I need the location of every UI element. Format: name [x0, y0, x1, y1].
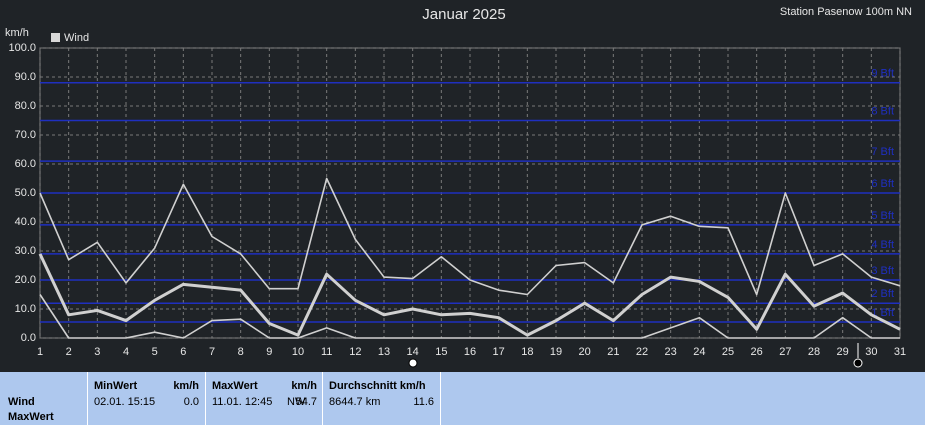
cell: NW [287, 396, 306, 408]
x-tick-label: 20 [579, 346, 591, 358]
series-line [38, 253, 901, 337]
legend-label: Wind [64, 32, 89, 44]
beaufort-label: 3 Bft [871, 265, 894, 277]
header: MaxWert [212, 380, 258, 392]
x-tick-label: 3 [94, 346, 100, 358]
x-tick-label: 27 [779, 346, 791, 358]
header: km/h [173, 380, 199, 392]
moon-icon [408, 358, 418, 368]
series-line [39, 177, 901, 296]
x-tick-label: 15 [435, 346, 447, 358]
x-tick-label: 17 [493, 346, 505, 358]
x-tick-label: 6 [180, 346, 186, 358]
x-tick-label: 28 [808, 346, 820, 358]
x-tick-label: 26 [751, 346, 763, 358]
y-axis-label: km/h [5, 27, 29, 39]
header: Durchschnitt km/h [329, 380, 426, 392]
y-tick-label: 20.0 [15, 274, 36, 286]
x-tick-label: 24 [693, 346, 705, 358]
beaufort-label: 7 Bft [871, 146, 894, 158]
cell: 8644.7 km [329, 396, 381, 408]
x-tick-label: 5 [152, 346, 158, 358]
x-tick-label: 31 [894, 346, 906, 358]
row-label: MaxWert [8, 411, 54, 423]
y-tick-label: 60.0 [15, 158, 36, 170]
x-tick-label: 1 [37, 346, 43, 358]
legend-swatch [51, 33, 60, 42]
cell: 11.01. 12:45 [212, 396, 273, 408]
x-tick-label: 19 [550, 346, 562, 358]
x-tick-label: 16 [464, 346, 476, 358]
cell: 11.6 [413, 396, 434, 408]
x-tick-label: 14 [407, 346, 419, 358]
header: MinWert [94, 380, 138, 392]
x-tick-label: 11 [321, 346, 332, 358]
y-tick-label: 90.0 [15, 71, 36, 83]
table-block: Durchschnitt km/h 8644.7 km 11.6 [322, 372, 441, 425]
y-tick-label: 70.0 [15, 129, 36, 141]
x-tick-label: 13 [378, 346, 390, 358]
beaufort-label: 5 Bft [871, 210, 894, 222]
row-label: Wind [8, 396, 35, 408]
beaufort-label: 8 Bft [871, 105, 894, 117]
y-tick-label: 40.0 [15, 216, 36, 228]
beaufort-label: 2 Bft [871, 288, 894, 300]
summary-table: Wind MaxWert MinWert km/h 02.01. 15:15 0… [0, 372, 925, 425]
table-block: MinWert km/h 02.01. 15:15 0.0 [87, 372, 205, 425]
chart: Januar 2025 Station Pasenow 100m NN km/h… [5, 6, 912, 368]
x-tick-label: 18 [521, 346, 533, 358]
beaufort-label: 9 Bft [871, 68, 894, 80]
y-tick-label: 10.0 [15, 303, 36, 315]
header: km/h [291, 380, 317, 392]
cell: 0.0 [183, 396, 199, 408]
x-tick-label: 21 [607, 346, 619, 358]
cell: 02.01. 15:15 [94, 396, 156, 408]
moon-icon [853, 358, 863, 368]
beaufort-label: 1 Bft [871, 307, 894, 319]
x-tick-label: 10 [292, 346, 304, 358]
x-tick-label: 29 [837, 346, 849, 358]
y-tick-label: 50.0 [15, 187, 36, 199]
x-tick-label: 8 [238, 346, 244, 358]
x-tick-label: 30 [865, 346, 877, 358]
series-line [39, 294, 900, 339]
cell: 54.7 [295, 396, 317, 408]
y-tick-label: 30.0 [15, 245, 36, 257]
x-tick-label: 12 [349, 346, 361, 358]
x-tick-label: 2 [66, 346, 72, 358]
x-tick-label: 9 [266, 346, 272, 358]
y-tick-label: 80.0 [15, 100, 36, 112]
y-tick-label: 100.0 [8, 42, 36, 54]
x-tick-label: 25 [722, 346, 734, 358]
x-tick-label: 7 [209, 346, 215, 358]
chart-subtitle: Station Pasenow 100m NN [780, 6, 912, 18]
x-tick-label: 22 [636, 346, 648, 358]
beaufort-label: 6 Bft [871, 178, 894, 190]
table-block: MaxWert km/h 11.01. 12:45 NW 54.7 [205, 372, 323, 425]
x-tick-label: 4 [123, 346, 129, 358]
y-tick-label: 0.0 [21, 332, 36, 344]
x-tick-label: 23 [665, 346, 677, 358]
chart-title: Januar 2025 [422, 6, 505, 23]
beaufort-label: 4 Bft [871, 239, 894, 251]
